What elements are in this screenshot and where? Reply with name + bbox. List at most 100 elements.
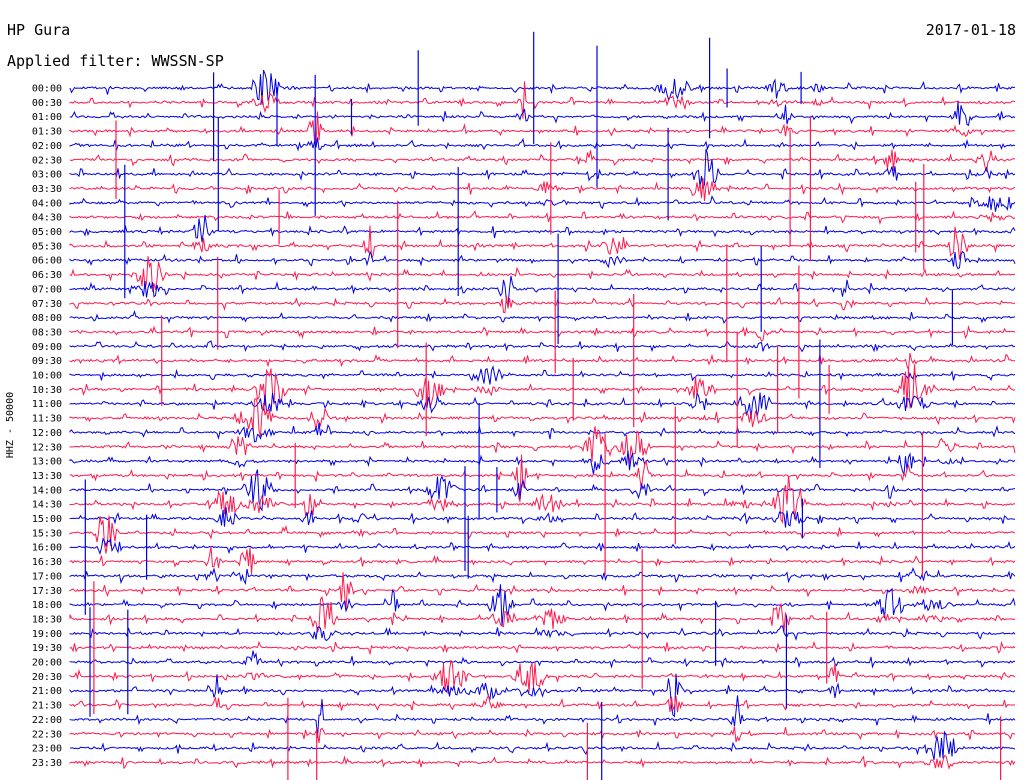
time-tick-label: 15:00 <box>32 514 62 525</box>
trace-row <box>69 177 1016 202</box>
trace-row <box>69 365 1016 385</box>
trace-row <box>69 364 1016 409</box>
trace-row <box>69 454 1015 503</box>
trace-row <box>69 755 1016 770</box>
time-tick-label: 09:30 <box>32 356 62 367</box>
time-tick-label: 22:30 <box>32 729 62 740</box>
time-tick-label: 01:30 <box>32 127 62 138</box>
trace-row <box>69 572 1016 611</box>
time-tick-label: 15:30 <box>32 528 62 539</box>
trace-row <box>69 214 1016 243</box>
trace-row <box>69 475 1016 524</box>
station-title: HP Gura <box>7 21 70 39</box>
trace-row <box>69 295 1016 314</box>
time-tick-label: 06:00 <box>32 256 62 267</box>
time-tick-label: 17:30 <box>32 586 62 597</box>
trace-row <box>69 111 1016 146</box>
time-tick-label: 01:00 <box>32 112 62 123</box>
time-tick-label: 14:00 <box>32 485 62 496</box>
trace-row <box>69 275 1016 306</box>
date-label: 2017-01-18 <box>926 21 1016 39</box>
time-tick-label: 16:30 <box>32 557 62 568</box>
time-tick-label: 10:00 <box>32 371 62 382</box>
time-tick-label: 04:30 <box>32 213 62 224</box>
trace-row <box>69 596 1016 633</box>
trace-row <box>69 730 1016 761</box>
time-tick-label: 16:00 <box>32 543 62 554</box>
time-tick-label: 12:00 <box>32 428 62 439</box>
time-tick-label: 12:30 <box>32 442 62 453</box>
time-tick-label: 11:00 <box>32 399 62 410</box>
time-tick-label: 05:30 <box>32 241 62 252</box>
trace-row <box>69 325 1016 342</box>
trace-row <box>69 101 1016 127</box>
time-tick-label: 13:30 <box>32 471 62 482</box>
trace-row <box>69 149 1016 172</box>
trace-row <box>69 566 1016 586</box>
trace-row <box>69 584 1016 627</box>
trace-rows <box>69 31 1016 780</box>
trace-row <box>69 137 1016 152</box>
trace-row <box>69 426 1016 464</box>
time-tick-label: 02:00 <box>32 141 62 152</box>
time-tick-label: 22:00 <box>32 715 62 726</box>
time-tick-label: 23:30 <box>32 758 62 769</box>
time-tick-label: 06:30 <box>32 270 62 281</box>
time-tick-label: 00:30 <box>32 98 62 109</box>
trace-row <box>69 70 1016 105</box>
trace-row <box>69 650 1016 669</box>
trace-row <box>69 309 1016 325</box>
trace-row <box>69 392 1016 419</box>
trace-row <box>69 515 1016 554</box>
trace-row <box>69 659 1016 694</box>
time-tick-label: 14:30 <box>32 500 62 511</box>
trace-row <box>69 422 1016 443</box>
trace-row <box>69 352 1016 370</box>
trace-row <box>69 546 1016 574</box>
trace-row <box>69 225 1016 260</box>
time-tick-label: 00:00 <box>32 84 62 95</box>
trace-row <box>69 81 1016 119</box>
time-tick-label: 07:30 <box>32 299 62 310</box>
time-tick-label: 02:30 <box>32 155 62 166</box>
trace-row <box>69 694 1016 713</box>
trace-row <box>69 397 1016 437</box>
trace-row <box>69 640 1016 656</box>
time-tick-label: 19:30 <box>32 643 62 654</box>
time-tick-label: 11:30 <box>32 414 62 425</box>
y-axis-label: HHZ - 50000 <box>5 392 16 458</box>
time-tick-label: 19:00 <box>32 629 62 640</box>
time-tick-label: 13:00 <box>32 457 62 468</box>
time-tick-label: 08:00 <box>32 313 62 324</box>
time-tick-label: 04:00 <box>32 198 62 209</box>
trace-row <box>69 195 1016 212</box>
time-tick-label: 18:00 <box>32 600 62 611</box>
time-tick-label: 03:00 <box>32 170 62 181</box>
filter-subtitle: Applied filter: WWSSN-SP <box>7 52 224 70</box>
time-tick-label: 23:00 <box>32 744 62 755</box>
time-tick-label: 17:00 <box>32 571 62 582</box>
time-tick-label: 10:30 <box>32 385 62 396</box>
time-tick-label: 03:30 <box>32 184 62 195</box>
trace-row <box>69 450 1016 475</box>
trace-row <box>69 148 1016 189</box>
time-tick-labels: 00:00 00:30 01:00 01:30 02:00 02:30 03:00 03:30… <box>32 84 62 769</box>
trace-row <box>69 673 1016 718</box>
time-tick-label: 20:30 <box>32 672 62 683</box>
trace-row <box>69 726 1016 743</box>
trace-row <box>69 537 1016 556</box>
time-tick-label: 20:00 <box>32 658 62 669</box>
trace-row <box>69 340 1016 353</box>
trace-row <box>69 469 1016 512</box>
time-tick-label: 21:00 <box>32 686 62 697</box>
time-tick-label: 18:30 <box>32 614 62 625</box>
time-tick-label: 08:30 <box>32 327 62 338</box>
trace-row <box>69 695 1016 738</box>
trace-row <box>69 256 1016 292</box>
trace-row <box>69 506 1016 528</box>
trace-row <box>69 250 1016 270</box>
time-tick-label: 05:00 <box>32 227 62 238</box>
trace-row <box>69 210 1016 226</box>
trace-row <box>69 625 1016 642</box>
